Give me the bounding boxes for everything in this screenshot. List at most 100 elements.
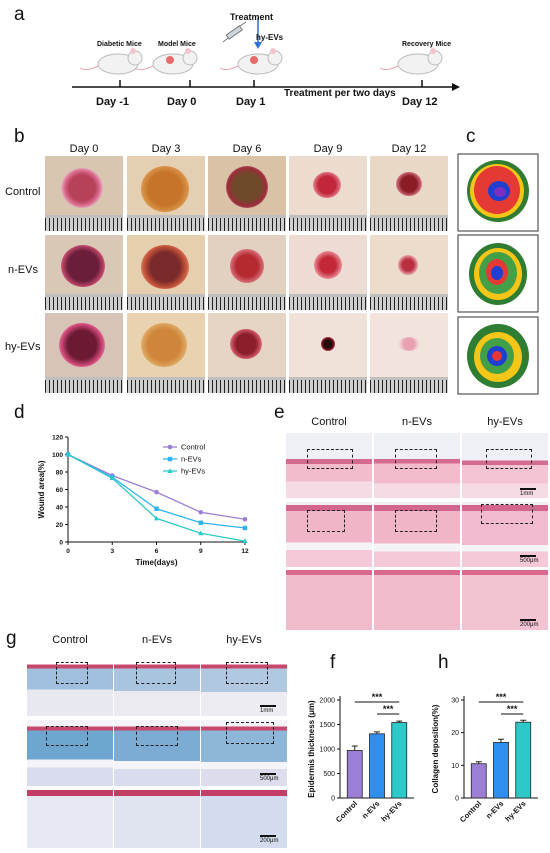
y-tick-label: 100 <box>52 452 63 459</box>
masson-image <box>201 720 287 786</box>
panel-label-g: g <box>6 628 17 649</box>
he-image <box>286 570 372 630</box>
row-title-nevs: n-EVs <box>8 264 38 276</box>
agent-label: hy-EVs <box>256 33 284 42</box>
panel-label-d: d <box>14 402 25 423</box>
bar-hy-EVs <box>515 721 532 799</box>
zoom-box <box>481 504 533 524</box>
wound-photo <box>127 313 205 393</box>
g-scale-bar-200um: 200μm <box>260 835 279 844</box>
x-tick-label: 9 <box>199 548 203 555</box>
masson-image <box>27 790 113 848</box>
x-tick-label: 12 <box>241 548 249 555</box>
x-tick-label: Control <box>458 799 483 824</box>
data-point <box>154 506 159 511</box>
zoom-box <box>307 510 345 532</box>
he-image <box>374 433 460 498</box>
zoom-box <box>307 449 353 469</box>
mouse-icon-treatment <box>219 48 283 75</box>
y-tick-label: 500 <box>323 771 335 778</box>
wound-area-line-chart: 0 20 40 60 80 100 120 0 3 6 9 12 Time(days) Wound are… <box>37 435 249 568</box>
y-axis-label: Epidermis thickness (μm) <box>307 700 316 798</box>
wound-photo <box>127 235 205 310</box>
data-point <box>242 525 248 531</box>
col-title-day6: Day 6 <box>232 143 262 155</box>
x-tick-label: hy-EVs <box>379 799 403 823</box>
bar-n-EVs <box>493 742 509 799</box>
g-col-title-nevs: n-EVs <box>142 634 172 646</box>
zoom-box <box>226 722 274 744</box>
he-image <box>286 502 372 567</box>
y-tick-label: 0 <box>331 796 335 803</box>
col-title-day3: Day 3 <box>151 143 181 155</box>
y-tick-label: 20 <box>56 522 64 529</box>
zoom-box <box>136 662 176 684</box>
wound-photo <box>127 156 205 231</box>
row-title-hyevs: hy-EVs <box>5 341 41 353</box>
masson-image <box>201 790 287 848</box>
bar-Control <box>346 750 363 799</box>
panel-label-a: a <box>14 4 25 25</box>
schedule-label: Treatment per two days <box>284 88 396 99</box>
panel-label-b: b <box>14 126 25 147</box>
data-point <box>198 509 204 515</box>
masson-image <box>27 720 113 786</box>
x-tick-label: 6 <box>155 548 159 555</box>
mice-label-diabetic: Diabetic Mice <box>97 41 142 48</box>
x-tick-label: 0 <box>66 548 70 555</box>
y-tick-label: 80 <box>56 470 64 477</box>
zoom-box <box>486 449 532 469</box>
e-col-title-hyevs: hy-EVs <box>487 416 523 428</box>
day-label-0: Day 0 <box>167 96 197 108</box>
y-tick-label: 60 <box>56 487 64 494</box>
y-tick-label: 1000 <box>319 747 335 754</box>
wound-photo <box>370 235 448 310</box>
panel-label-f: f <box>330 652 336 673</box>
y-tick-label: 30 <box>451 698 459 705</box>
significance-label: *** <box>383 704 394 714</box>
mouse-icon-recovery <box>379 48 443 75</box>
y-tick-label: 40 <box>56 505 64 512</box>
zoom-box <box>395 510 437 532</box>
x-tick-label: Control <box>334 799 359 824</box>
data-point <box>153 515 160 521</box>
he-image <box>374 570 460 630</box>
g-scale-bar-1mm: 1mm <box>260 705 276 714</box>
wound-photo <box>45 235 123 310</box>
significance-label: *** <box>507 704 518 714</box>
col-title-day0: Day 0 <box>69 143 99 155</box>
y-tick-label: 10 <box>451 763 459 770</box>
wound-photo <box>208 313 286 393</box>
e-col-title-control: Control <box>311 416 347 428</box>
wound-photo <box>208 235 286 310</box>
y-axis-label: Wound area(%) <box>37 460 46 518</box>
zoom-box <box>395 449 437 469</box>
col-title-day9: Day 9 <box>313 143 343 155</box>
he-image <box>462 433 548 498</box>
he-image <box>462 570 548 630</box>
zoom-box <box>226 662 268 684</box>
zoom-box <box>46 726 88 746</box>
scale-bar-500um: 500μm <box>520 555 539 564</box>
wound-photo <box>370 156 448 231</box>
scale-bar-200um: 200μm <box>520 619 539 628</box>
masson-image <box>114 720 200 786</box>
zoom-box <box>136 726 178 746</box>
day-label-1: Day 1 <box>236 96 266 108</box>
wound-photo <box>370 313 448 393</box>
wound-photo <box>289 313 367 393</box>
data-point <box>198 530 204 536</box>
scale-bar-1mm: 1mm <box>520 488 536 497</box>
syringe-icon <box>222 21 247 43</box>
x-tick-label: hy-EVs <box>503 799 527 823</box>
data-point <box>242 538 248 544</box>
mice-label-recovery: Recovery Mice <box>402 41 452 48</box>
legend-label: hy-EVs <box>181 467 205 476</box>
wound-trace-overlays <box>457 153 539 395</box>
y-tick-label: 20 <box>451 730 459 737</box>
g-col-title-control: Control <box>52 634 88 646</box>
data-point <box>65 451 71 457</box>
wound-photo <box>289 235 367 310</box>
